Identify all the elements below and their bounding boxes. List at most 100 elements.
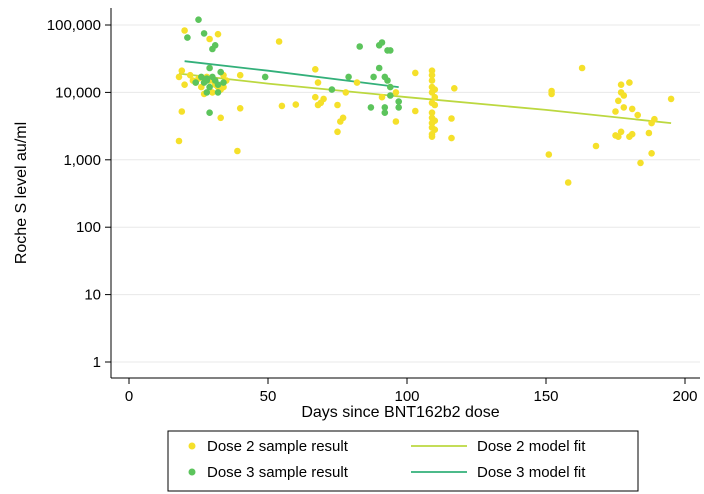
dose2-point bbox=[278, 102, 286, 110]
dose3-point bbox=[206, 64, 213, 72]
x-axis-label: Days since BNT162b2 dose bbox=[301, 404, 499, 421]
y-tick-label: 10 bbox=[84, 287, 101, 304]
dose2-point bbox=[667, 95, 675, 103]
dose3-point bbox=[370, 73, 377, 81]
dose2-point bbox=[617, 128, 625, 136]
dose3-point bbox=[192, 79, 199, 86]
dose2-point bbox=[628, 130, 636, 138]
dose3-point bbox=[384, 77, 391, 84]
legend-label-dose-2-model-fit: Dose 2 model fit bbox=[477, 438, 586, 455]
dose3-point bbox=[387, 47, 394, 54]
dose2-point bbox=[428, 77, 436, 84]
data-points bbox=[175, 16, 675, 186]
dose2-point bbox=[312, 93, 319, 101]
dose2-point bbox=[645, 129, 653, 137]
dose3-point bbox=[378, 39, 386, 46]
y-tick-label: 10,000 bbox=[55, 84, 101, 101]
legend-box bbox=[167, 430, 639, 492]
dose2-point bbox=[214, 30, 222, 38]
dose3-point bbox=[203, 75, 211, 82]
dose2-point bbox=[236, 105, 244, 112]
dose3-point bbox=[184, 34, 191, 41]
y-tick-label: 1 bbox=[93, 354, 101, 371]
y-tick-label: 1,000 bbox=[63, 152, 101, 169]
dose2-point bbox=[428, 109, 436, 116]
dose2-point bbox=[428, 133, 436, 140]
dose3-point bbox=[345, 73, 352, 81]
dose3-point bbox=[367, 104, 375, 111]
dose2-point bbox=[545, 151, 553, 158]
dose2-point bbox=[615, 133, 622, 140]
dose2-point bbox=[431, 93, 439, 101]
dose2-point bbox=[637, 159, 644, 167]
dose2-point bbox=[178, 108, 186, 115]
dose2-point bbox=[648, 150, 655, 157]
dose3-point bbox=[206, 109, 213, 116]
legend-label-dose-3-model-fit: Dose 3 model fit bbox=[477, 464, 586, 481]
dose2-point bbox=[236, 71, 244, 79]
dose2-point bbox=[615, 97, 622, 105]
dose2-point bbox=[314, 79, 322, 86]
dose2-point bbox=[181, 27, 188, 34]
dose3-point bbox=[356, 43, 364, 50]
dose3-point bbox=[381, 109, 389, 116]
dose2-point bbox=[342, 89, 350, 96]
legend-marker-dose-3-sample-result bbox=[188, 468, 196, 476]
dose3-point bbox=[214, 81, 222, 88]
dose2-point bbox=[626, 79, 633, 86]
dose2-point bbox=[209, 89, 216, 96]
dose2-point bbox=[175, 137, 183, 145]
dose3-point bbox=[195, 16, 202, 24]
dose2-point bbox=[412, 69, 419, 77]
dose2-point bbox=[334, 128, 341, 136]
dose3-point bbox=[387, 92, 394, 99]
legend: Dose 2 sample result Dose 2 model fit Dose… bbox=[167, 430, 639, 492]
dose3-point bbox=[220, 79, 227, 86]
dose2-point bbox=[634, 111, 641, 119]
dose3-point bbox=[200, 30, 208, 37]
dose2-point bbox=[428, 71, 436, 79]
x-tick-label: 200 bbox=[672, 388, 697, 405]
dose3-point bbox=[328, 86, 336, 93]
dose2-point bbox=[431, 86, 439, 93]
dose2-point bbox=[320, 95, 327, 103]
dose2-point bbox=[620, 104, 628, 111]
dose2-point bbox=[217, 114, 224, 122]
dose2-point bbox=[334, 101, 341, 109]
dose2-point bbox=[312, 66, 319, 73]
dose2-point bbox=[451, 85, 458, 92]
dose2-point bbox=[353, 79, 361, 86]
y-tick-label: 100,000 bbox=[47, 17, 101, 34]
x-tick-label: 0 bbox=[125, 388, 133, 405]
dose3-point bbox=[206, 83, 213, 91]
legend-label-dose-2-sample-result: Dose 2 sample result bbox=[207, 438, 349, 455]
dose3-point bbox=[203, 89, 211, 96]
y-axis-label: Roche S level au/ml bbox=[13, 122, 30, 264]
dose2-point bbox=[612, 108, 619, 115]
dose3-point bbox=[198, 73, 205, 81]
dose3-point bbox=[381, 104, 389, 111]
dose3-point bbox=[214, 89, 222, 96]
dose2-point bbox=[548, 87, 555, 95]
dose2-point bbox=[578, 64, 586, 72]
dose2-point bbox=[412, 107, 419, 115]
y-tick-label: 100 bbox=[76, 219, 101, 236]
dose2-point bbox=[564, 179, 572, 186]
dose2-point bbox=[592, 142, 600, 150]
dose2-point bbox=[292, 101, 300, 108]
dose3-point bbox=[211, 42, 219, 49]
x-tick-label: 150 bbox=[533, 388, 558, 405]
dose2-point bbox=[181, 81, 188, 88]
dose2-point bbox=[175, 73, 183, 81]
dose2-point bbox=[186, 71, 194, 79]
dose2-point bbox=[448, 115, 455, 122]
dose2-point bbox=[431, 126, 439, 133]
x-tick-label: 50 bbox=[260, 388, 277, 405]
dose2-point bbox=[178, 67, 186, 74]
dose2-point bbox=[339, 114, 347, 122]
dose3-point bbox=[395, 104, 403, 111]
x-tick-label: 100 bbox=[394, 388, 419, 405]
dose3-point bbox=[261, 73, 269, 81]
axes: 1 10 100 1,000 10,000 100,000 0 50 100 150 200 bbox=[47, 8, 700, 405]
